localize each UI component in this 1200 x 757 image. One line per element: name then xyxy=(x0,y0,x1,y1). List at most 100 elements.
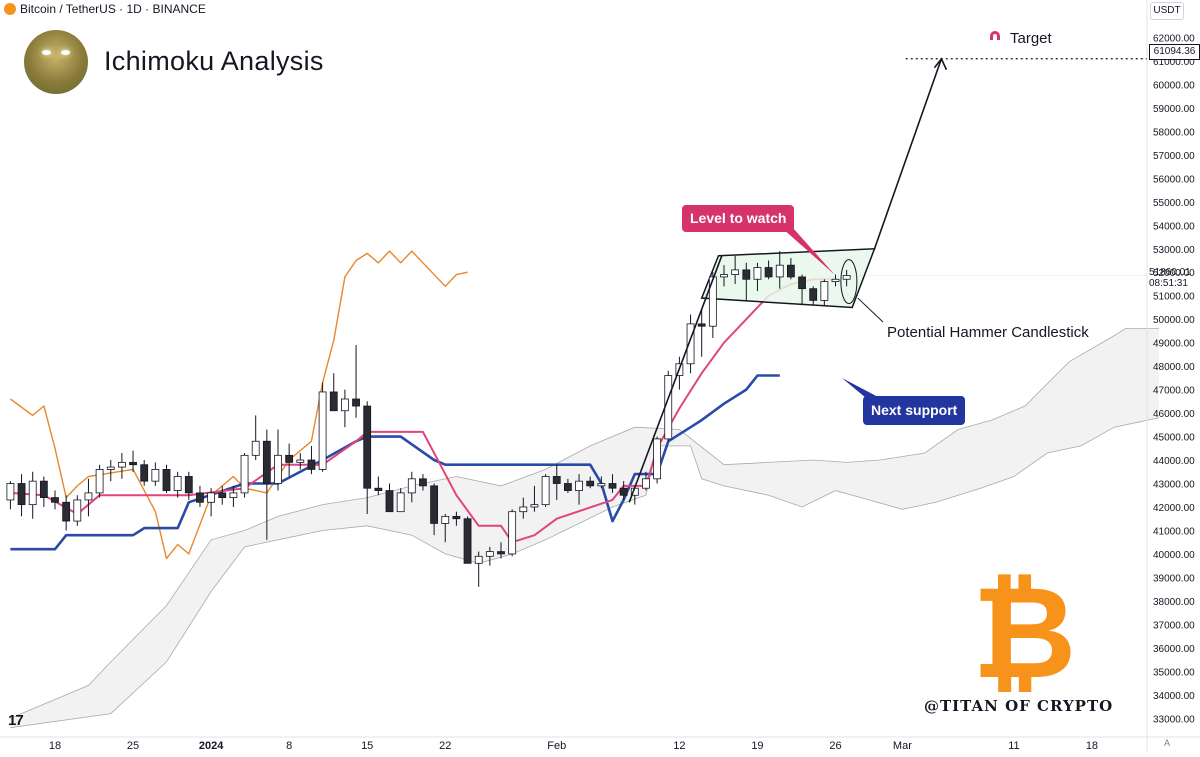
candle-body xyxy=(441,515,450,524)
candle-body xyxy=(129,461,137,466)
candle xyxy=(374,476,383,496)
candle xyxy=(251,415,260,461)
price-tick-label: 49000.00 xyxy=(1153,339,1195,350)
candle-body xyxy=(218,492,227,498)
candle xyxy=(775,251,784,289)
candle xyxy=(686,314,695,374)
candle xyxy=(742,262,751,301)
candle xyxy=(474,551,483,587)
candle-body xyxy=(173,476,182,491)
trend-line xyxy=(628,255,723,503)
price-tick-label: 50000.00 xyxy=(1153,315,1195,326)
candle-body xyxy=(162,469,171,491)
price-tick-label: 42000.00 xyxy=(1153,503,1195,514)
time-tick-label: 8 xyxy=(286,740,292,752)
candle-body xyxy=(6,483,15,501)
candle-body xyxy=(820,281,829,301)
price-tick-label: 33000.00 xyxy=(1153,714,1195,725)
candle xyxy=(619,481,628,500)
price-tick-label: 51000.00 xyxy=(1153,292,1195,303)
candle xyxy=(229,485,238,507)
candle-body xyxy=(653,438,661,480)
candle xyxy=(463,516,472,564)
candle xyxy=(240,452,249,498)
price-tick-label: 55000.00 xyxy=(1153,198,1195,209)
cloud-fill xyxy=(10,328,1159,728)
price-tick-label: 54000.00 xyxy=(1153,221,1195,232)
candle xyxy=(441,514,450,543)
candle xyxy=(129,450,137,472)
candle-body xyxy=(452,515,461,520)
time-tick-label: 12 xyxy=(673,740,685,752)
price-tick-label: 35000.00 xyxy=(1153,667,1195,678)
candle-body xyxy=(753,267,762,280)
candle xyxy=(151,462,160,486)
candle-body xyxy=(251,440,260,456)
candle-body xyxy=(329,391,338,412)
candle xyxy=(6,481,15,510)
candle xyxy=(106,460,115,482)
candle-body xyxy=(229,492,238,498)
hammer-annotation: Potential Hammer Candlestick xyxy=(887,324,1089,341)
candle-body xyxy=(474,555,483,564)
candle-body xyxy=(385,490,394,513)
candle-body xyxy=(664,375,673,440)
candle xyxy=(485,546,494,566)
symbol-text: Bitcoin / TetherUS · 1D · BINANCE xyxy=(20,2,206,16)
time-tick-label: 18 xyxy=(49,740,61,752)
candle-body xyxy=(296,459,305,463)
candle xyxy=(519,497,528,519)
drawings xyxy=(628,57,1147,503)
tradingview-logo[interactable]: 17 xyxy=(8,712,24,729)
candle-body xyxy=(430,485,439,524)
candle xyxy=(708,272,717,338)
price-tick-label: 47000.00 xyxy=(1153,386,1195,397)
candle-body xyxy=(831,278,840,283)
time-tick-label: 18 xyxy=(1086,740,1098,752)
candle-body xyxy=(497,551,505,555)
candle xyxy=(831,274,840,287)
candle xyxy=(118,452,126,479)
time-tick-label: 11 xyxy=(1008,740,1019,752)
candle xyxy=(787,258,795,280)
time-tick-label: 19 xyxy=(751,740,763,752)
candle-body xyxy=(642,478,650,489)
candle-body xyxy=(51,497,59,503)
projection-arrow-line xyxy=(873,58,943,250)
candle-body xyxy=(28,480,37,506)
candle-body xyxy=(285,454,294,463)
candle-body xyxy=(809,288,818,301)
candle xyxy=(385,483,394,513)
candle-body xyxy=(106,466,115,470)
candle xyxy=(363,401,372,515)
candle-body xyxy=(519,506,528,513)
support-callout-pointer xyxy=(842,378,880,398)
current-price-tag: 51860.01 08:51:31 xyxy=(1149,267,1200,299)
candle xyxy=(820,279,829,306)
price-tick-label: 39000.00 xyxy=(1153,573,1195,584)
price-tick-label: 56000.00 xyxy=(1153,174,1195,185)
candle xyxy=(407,471,416,503)
candle-body xyxy=(720,274,728,278)
price-tick-label: 62000.00 xyxy=(1153,33,1195,44)
candle-body xyxy=(307,459,316,470)
avatar-eye-left xyxy=(42,50,51,55)
candle xyxy=(95,464,104,498)
candle-body xyxy=(541,476,550,506)
currency-unit-button[interactable]: USDT xyxy=(1150,2,1184,20)
candle xyxy=(564,478,572,493)
price-tick-label: 40000.00 xyxy=(1153,550,1195,561)
candle-body xyxy=(708,276,717,327)
candle xyxy=(764,260,773,280)
candle-body xyxy=(17,483,26,506)
candle xyxy=(809,286,818,306)
candle-body xyxy=(564,483,572,491)
candle-countdown: 08:51:31 xyxy=(1149,278,1188,289)
candle xyxy=(653,436,661,484)
bitcoin-coin-icon xyxy=(4,3,16,15)
auto-scale-button[interactable]: A xyxy=(1164,738,1171,748)
symbol-header[interactable]: Bitcoin / TetherUS · 1D · BINANCE xyxy=(4,2,206,16)
